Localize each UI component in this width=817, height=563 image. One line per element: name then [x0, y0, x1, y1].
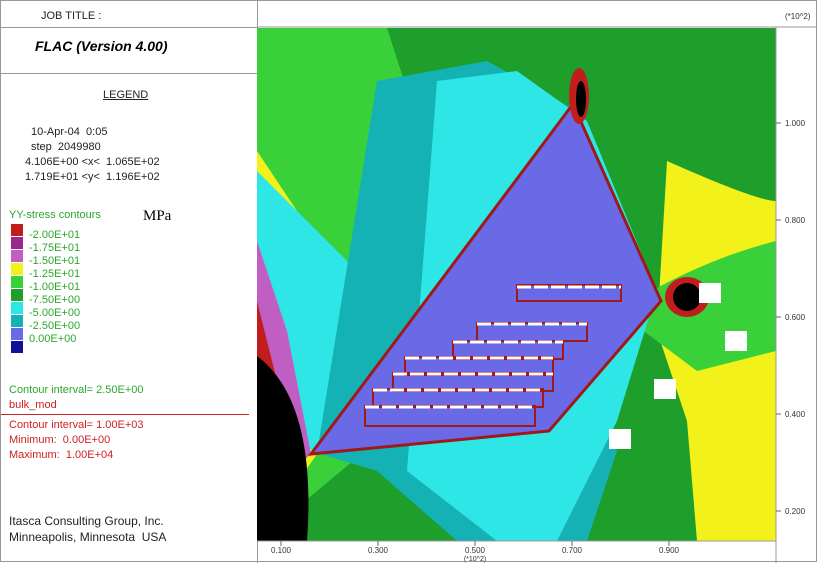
x-tick-label: 0.300 — [368, 546, 389, 555]
color-swatch — [11, 302, 23, 314]
level-label: -1.25E+01 — [29, 268, 81, 280]
region — [576, 81, 586, 117]
contour-field — [257, 28, 776, 541]
x-unit: (*10^2) — [464, 556, 486, 563]
divider — [1, 414, 249, 415]
region — [673, 283, 701, 311]
color-swatch — [11, 224, 23, 236]
opening — [609, 429, 631, 449]
contour-plot: (*10^2) 0.100 0.300 0.500 0.700 0.900 (*10^2)… — [257, 12, 817, 563]
region — [257, 356, 309, 541]
contour-title: YY-stress contours — [9, 209, 101, 221]
divider — [1, 27, 257, 28]
footer-line: Itasca Consulting Group, Inc. — [9, 514, 164, 528]
info-line: 4.106E+00 <x< 1.065E+02 — [25, 156, 160, 168]
bulk-title: bulk_mod — [9, 399, 57, 411]
x-tick-label: 0.700 — [562, 546, 583, 555]
x-tick-label: 0.100 — [271, 546, 292, 555]
y-tick-label: 0.600 — [785, 313, 806, 322]
divider — [1, 73, 257, 74]
unit-label: MPa — [143, 208, 172, 224]
info-line: 10-Apr-04 0:05 — [31, 126, 108, 138]
x-tick-label: 0.900 — [659, 546, 680, 555]
level-label: -2.00E+01 — [29, 229, 81, 241]
pit-region — [307, 101, 663, 456]
x-tick-label: 0.500 — [465, 546, 486, 555]
y-tick-label: 1.000 — [785, 119, 806, 128]
level-label: -5.00E+00 — [29, 307, 81, 319]
level-label: -1.50E+01 — [29, 255, 81, 267]
contour-interval: Contour interval= 2.50E+00 — [9, 384, 144, 396]
y-tick-label: 0.400 — [785, 410, 806, 419]
opening — [654, 379, 676, 399]
opening — [699, 283, 721, 303]
level-label: 0.00E+00 — [29, 333, 77, 345]
footer-line: Minneapolis, Minnesota USA — [9, 530, 167, 544]
color-swatch — [11, 276, 23, 288]
bench-tops — [365, 285, 621, 409]
level-label: -7.50E+00 — [29, 294, 81, 306]
level-label: -1.75E+01 — [29, 242, 81, 254]
color-swatch — [11, 289, 23, 301]
y-unit: (*10^2) — [785, 12, 811, 21]
color-swatch — [11, 328, 23, 340]
legend-heading: LEGEND — [103, 89, 149, 101]
color-swatch — [11, 263, 23, 275]
color-swatch — [11, 250, 23, 262]
bulk-line: Contour interval= 1.00E+03 — [9, 419, 144, 431]
bulk-line: Maximum: 1.00E+04 — [9, 449, 114, 461]
opening — [725, 331, 747, 351]
legend-panel: JOB TITLE : FLAC (Version 4.00) LEGEND 1… — [1, 1, 258, 563]
level-label: -2.50E+00 — [29, 320, 81, 332]
bulk-line: Minimum: 0.00E+00 — [9, 434, 111, 446]
color-swatch — [11, 315, 23, 327]
level-label: -1.00E+01 — [29, 281, 81, 293]
color-swatch — [11, 341, 23, 353]
color-swatch — [11, 237, 23, 249]
program-name: FLAC (Version 4.00) — [35, 38, 168, 54]
y-tick-label: 0.200 — [785, 507, 806, 516]
info-line: 1.719E+01 <y< 1.196E+02 — [25, 171, 160, 183]
y-tick-label: 0.800 — [785, 216, 806, 225]
job-title: JOB TITLE : — [41, 10, 102, 22]
info-line: step 2049980 — [31, 141, 101, 153]
